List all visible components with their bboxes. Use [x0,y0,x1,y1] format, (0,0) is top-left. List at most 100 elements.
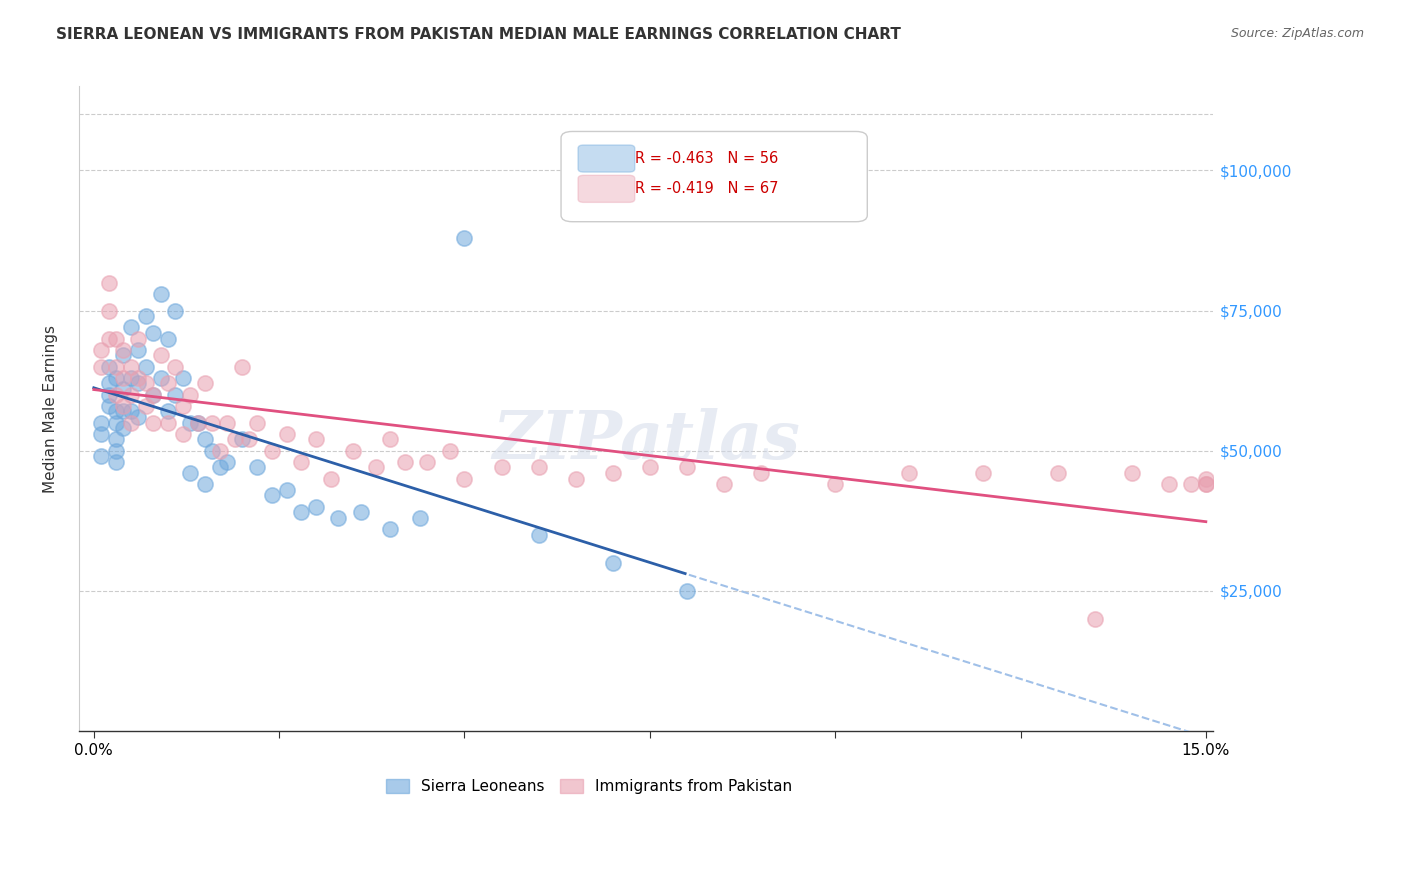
Immigrants from Pakistan [149,348,172,362]
Immigrants from Pakistan [276,426,298,441]
Immigrants from Pakistan [90,359,112,374]
Sierra Leoneans [208,460,231,475]
Immigrants from Pakistan [290,455,312,469]
Sierra Leoneans [90,416,112,430]
Immigrants from Pakistan [194,376,217,391]
Immigrants from Pakistan [201,416,224,430]
Sierra Leoneans [305,500,328,514]
Sierra Leoneans [676,583,699,598]
Sierra Leoneans [112,382,135,396]
Sierra Leoneans [97,399,120,413]
Text: Source: ZipAtlas.com: Source: ZipAtlas.com [1230,27,1364,40]
Immigrants from Pakistan [491,460,513,475]
Legend: Sierra Leoneans, Immigrants from Pakistan: Sierra Leoneans, Immigrants from Pakista… [380,773,799,800]
Immigrants from Pakistan [97,276,120,290]
Sierra Leoneans [217,455,239,469]
Sierra Leoneans [90,449,112,463]
Sierra Leoneans [97,376,120,391]
Immigrants from Pakistan [305,433,328,447]
Text: SIERRA LEONEAN VS IMMIGRANTS FROM PAKISTAN MEDIAN MALE EARNINGS CORRELATION CHAR: SIERRA LEONEAN VS IMMIGRANTS FROM PAKIST… [56,27,901,42]
Sierra Leoneans [105,443,128,458]
Sierra Leoneans [276,483,298,497]
Sierra Leoneans [165,303,187,318]
Immigrants from Pakistan [90,343,112,357]
Sierra Leoneans [90,426,112,441]
Sierra Leoneans [127,376,149,391]
Sierra Leoneans [97,359,120,374]
Sierra Leoneans [602,556,624,570]
Sierra Leoneans [120,371,142,385]
Immigrants from Pakistan [319,472,342,486]
Immigrants from Pakistan [208,443,231,458]
Sierra Leoneans [112,348,135,362]
Sierra Leoneans [194,477,217,491]
Sierra Leoneans [201,443,224,458]
Immigrants from Pakistan [105,359,128,374]
Immigrants from Pakistan [238,433,260,447]
Immigrants from Pakistan [127,332,149,346]
Sierra Leoneans [105,455,128,469]
Immigrants from Pakistan [1195,477,1218,491]
Immigrants from Pakistan [676,460,699,475]
Immigrants from Pakistan [142,416,165,430]
Sierra Leoneans [156,332,179,346]
Immigrants from Pakistan [112,371,135,385]
Immigrants from Pakistan [156,376,179,391]
Immigrants from Pakistan [416,455,439,469]
Immigrants from Pakistan [120,359,142,374]
Immigrants from Pakistan [380,433,402,447]
Sierra Leoneans [142,326,165,340]
Sierra Leoneans [97,387,120,401]
Immigrants from Pakistan [105,332,128,346]
Sierra Leoneans [135,359,157,374]
Immigrants from Pakistan [135,376,157,391]
Immigrants from Pakistan [135,399,157,413]
Immigrants from Pakistan [527,460,550,475]
Immigrants from Pakistan [1084,612,1107,626]
Sierra Leoneans [135,309,157,323]
Text: R = -0.419   N = 67: R = -0.419 N = 67 [634,181,779,195]
Immigrants from Pakistan [112,399,135,413]
Sierra Leoneans [142,387,165,401]
Sierra Leoneans [105,433,128,447]
Sierra Leoneans [156,404,179,418]
Immigrants from Pakistan [97,303,120,318]
Immigrants from Pakistan [749,466,772,480]
Immigrants from Pakistan [1195,472,1218,486]
Immigrants from Pakistan [120,387,142,401]
Sierra Leoneans [105,404,128,418]
Immigrants from Pakistan [898,466,921,480]
Sierra Leoneans [194,433,217,447]
Immigrants from Pakistan [1046,466,1069,480]
Sierra Leoneans [527,527,550,541]
Immigrants from Pakistan [564,472,586,486]
Sierra Leoneans [105,416,128,430]
Immigrants from Pakistan [112,343,135,357]
Sierra Leoneans [149,286,172,301]
Immigrants from Pakistan [1121,466,1143,480]
Y-axis label: Median Male Earnings: Median Male Earnings [44,325,58,492]
Immigrants from Pakistan [1180,477,1202,491]
Immigrants from Pakistan [1157,477,1180,491]
Immigrants from Pakistan [105,387,128,401]
Text: ZIPatlas: ZIPatlas [492,409,800,474]
Immigrants from Pakistan [231,359,253,374]
Immigrants from Pakistan [260,443,283,458]
Sierra Leoneans [120,404,142,418]
Immigrants from Pakistan [364,460,387,475]
Immigrants from Pakistan [713,477,735,491]
Immigrants from Pakistan [439,443,461,458]
Sierra Leoneans [127,410,149,425]
FancyBboxPatch shape [578,176,634,202]
Sierra Leoneans [172,371,194,385]
Immigrants from Pakistan [342,443,364,458]
Sierra Leoneans [112,404,135,418]
Immigrants from Pakistan [97,332,120,346]
Immigrants from Pakistan [172,426,194,441]
Immigrants from Pakistan [156,416,179,430]
Immigrants from Pakistan [217,416,239,430]
Sierra Leoneans [246,460,269,475]
Sierra Leoneans [260,488,283,502]
Sierra Leoneans [179,416,201,430]
Sierra Leoneans [105,371,128,385]
